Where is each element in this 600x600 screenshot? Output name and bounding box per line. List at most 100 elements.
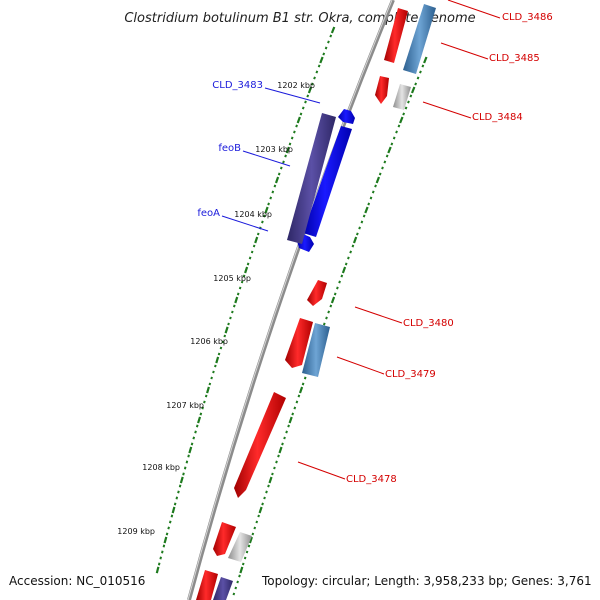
outer-track-tick bbox=[315, 70, 319, 74]
inner-track-tick bbox=[232, 592, 236, 596]
inner-track-tick bbox=[277, 454, 280, 458]
kbp-label-1203: 1203 kbp bbox=[255, 145, 293, 154]
inner-track-tick bbox=[349, 250, 353, 254]
outer-track-tick bbox=[248, 256, 252, 260]
outer-track-tick bbox=[306, 94, 310, 98]
gene-label-cld3486[interactable]: CLD_3486 bbox=[502, 12, 553, 23]
gene-cld3478[interactable] bbox=[234, 392, 286, 498]
inner-track-tick bbox=[234, 586, 238, 590]
outer-track-tick bbox=[197, 416, 202, 424]
gene-extra-gray[interactable] bbox=[228, 532, 252, 562]
inner-track-tick bbox=[301, 382, 305, 386]
outer-track-tick bbox=[171, 506, 176, 514]
inner-track-tick bbox=[414, 82, 418, 86]
gene-red-bottom-1[interactable] bbox=[213, 522, 236, 556]
inner-track-tick bbox=[374, 184, 377, 188]
gene-cld3483-forward[interactable] bbox=[338, 109, 355, 124]
kbp-label-1207: 1207 kbp bbox=[166, 401, 204, 410]
outer-track-tick bbox=[244, 266, 249, 274]
gene-cld3480[interactable] bbox=[307, 280, 327, 306]
inner-track-tick bbox=[402, 112, 406, 116]
outer-track-tick bbox=[187, 454, 190, 458]
outer-track-tick bbox=[284, 154, 287, 158]
outer-track-tick bbox=[267, 202, 270, 206]
inner-track-tick bbox=[347, 256, 350, 260]
gene-label-cld3479[interactable]: CLD_3479 bbox=[385, 369, 436, 380]
gene-label-feoa[interactable]: feoA bbox=[197, 208, 220, 219]
gene-label-cld3483[interactable]: CLD_3483 bbox=[212, 80, 263, 91]
outer-track-tick bbox=[279, 166, 283, 170]
outer-track-tick bbox=[227, 322, 230, 326]
outer-track-tick bbox=[177, 490, 180, 494]
outer-track-tick bbox=[203, 400, 206, 404]
inner-track-tick bbox=[251, 532, 255, 536]
inner-track-tick bbox=[245, 550, 249, 554]
inner-track-tick bbox=[238, 574, 241, 578]
inner-track-tick bbox=[261, 502, 264, 506]
inner-track-tick bbox=[423, 56, 428, 64]
outer-track-tick bbox=[192, 436, 196, 440]
inner-track-tick bbox=[297, 394, 301, 398]
gene-feob-forward[interactable] bbox=[303, 126, 352, 237]
outer-track-tick bbox=[179, 476, 184, 484]
leader-line-feoa bbox=[221, 215, 269, 232]
outer-track-tick bbox=[295, 124, 298, 128]
outer-track-tick bbox=[246, 262, 250, 266]
outer-track-tick bbox=[159, 556, 162, 560]
gene-cld3484[interactable] bbox=[393, 84, 411, 110]
outer-track-tick bbox=[201, 406, 204, 410]
inner-track-tick bbox=[375, 176, 381, 184]
gene-label-cld3480[interactable]: CLD_3480 bbox=[403, 318, 454, 329]
outer-track-tick bbox=[190, 442, 194, 446]
inner-track-tick bbox=[329, 304, 333, 308]
inner-track-tick bbox=[421, 64, 425, 68]
gene-red-bottom-2[interactable] bbox=[196, 570, 218, 600]
accession-text: Accession: NC_010516 bbox=[9, 574, 146, 588]
kbp-label-1202: 1202 kbp bbox=[277, 81, 315, 90]
inner-track-tick bbox=[344, 262, 348, 266]
outer-track-tick bbox=[215, 356, 220, 364]
outer-track-tick bbox=[310, 82, 314, 86]
gene-label-feob[interactable]: feoB bbox=[218, 143, 241, 154]
gene-darkblue-long[interactable] bbox=[287, 113, 336, 244]
outer-track-tick bbox=[327, 40, 330, 44]
outer-track-tick bbox=[183, 466, 187, 470]
outer-track-tick bbox=[231, 310, 234, 314]
inner-track-tick bbox=[241, 562, 245, 566]
gene-label-cld3485[interactable]: CLD_3485 bbox=[489, 53, 540, 64]
genome-backbone bbox=[187, 0, 395, 600]
inner-track-tick bbox=[369, 196, 373, 200]
inner-track-tick bbox=[399, 116, 404, 124]
outer-track-tick bbox=[223, 334, 227, 338]
inner-track-tick bbox=[287, 424, 290, 428]
outer-track-tick bbox=[210, 376, 213, 380]
outer-track-tick bbox=[250, 250, 254, 254]
gene-cld3486[interactable] bbox=[384, 8, 408, 63]
gene-cld3479[interactable] bbox=[302, 323, 330, 377]
gene-cld3486-reverse[interactable] bbox=[375, 76, 389, 104]
outer-track-tick bbox=[219, 346, 223, 350]
inner-track-tick bbox=[275, 460, 278, 464]
inner-track-tick bbox=[333, 292, 337, 296]
outer-track-tick bbox=[182, 472, 185, 476]
gene-cld3485[interactable] bbox=[403, 4, 436, 74]
gene-label-cld3484[interactable]: CLD_3484 bbox=[472, 112, 523, 123]
inner-track-tick bbox=[268, 476, 273, 484]
outer-track-tick bbox=[271, 190, 275, 194]
inner-track-tick bbox=[247, 544, 251, 548]
inner-track-tick bbox=[419, 70, 422, 74]
inner-track-tick bbox=[381, 166, 384, 170]
outer-track-tick bbox=[274, 176, 280, 184]
outer-track-tick bbox=[238, 286, 242, 290]
gene-extra-darkblue[interactable] bbox=[213, 577, 233, 600]
inner-track-tick bbox=[253, 526, 257, 530]
inner-track-tick bbox=[303, 376, 307, 380]
inner-track-tick bbox=[281, 442, 284, 446]
outer-track-tick bbox=[217, 352, 221, 356]
gene-label-cld3478[interactable]: CLD_3478 bbox=[346, 474, 397, 485]
gene-red-mid[interactable] bbox=[285, 318, 313, 368]
outer-track-tick bbox=[242, 274, 246, 278]
outer-track-tick bbox=[285, 146, 290, 154]
